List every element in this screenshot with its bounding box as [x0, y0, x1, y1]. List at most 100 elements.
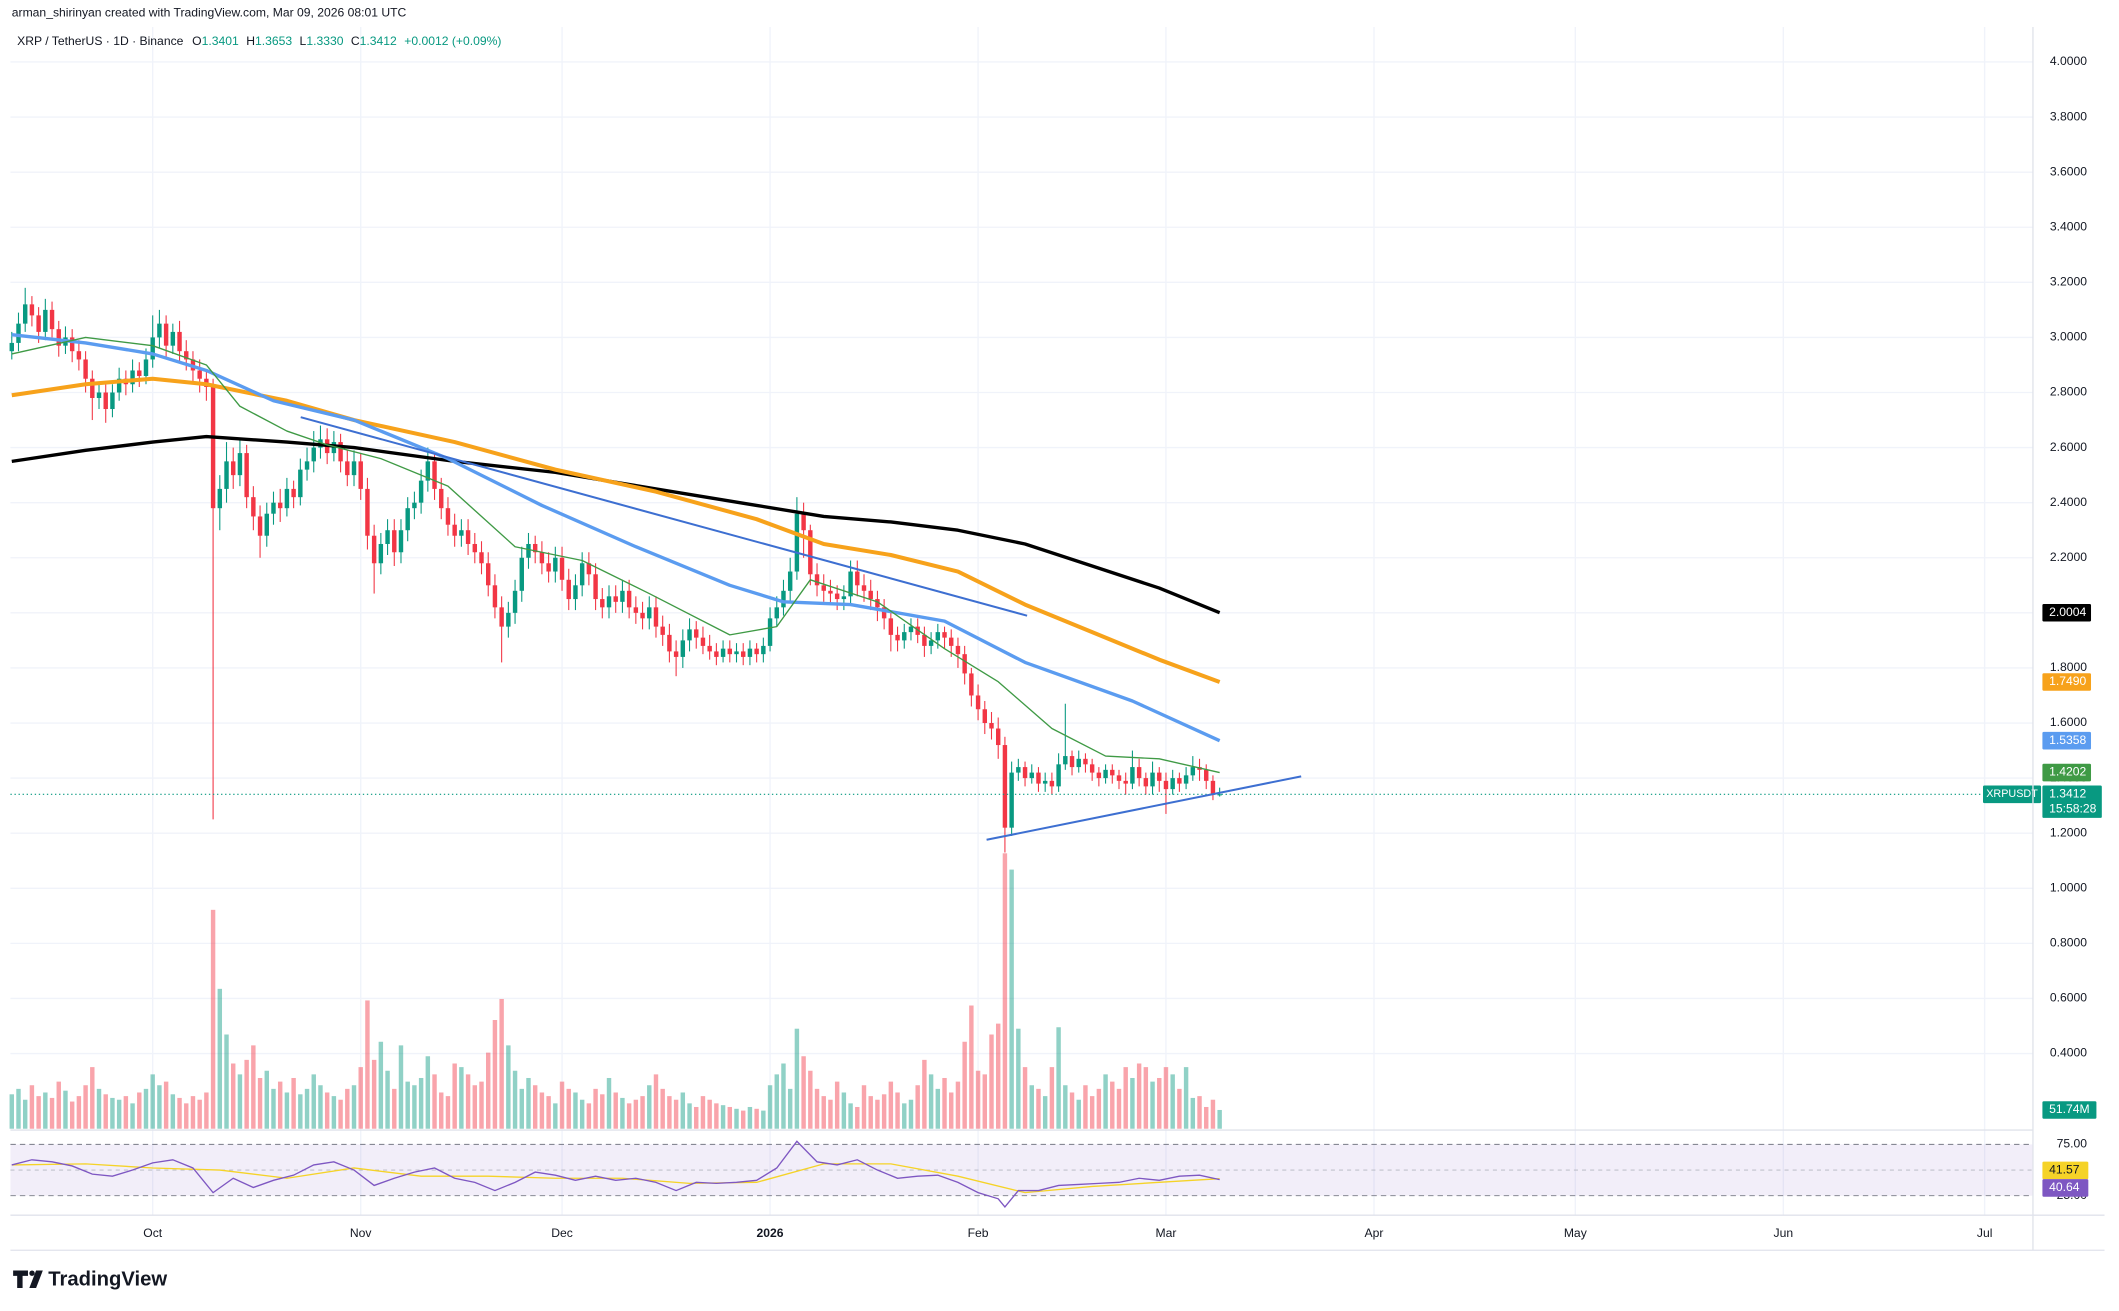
volume-bar [714, 1103, 719, 1129]
candle-body [694, 629, 699, 638]
candle-body [586, 563, 592, 575]
volume-bar [848, 1103, 853, 1129]
volume-bar [720, 1105, 726, 1129]
candle-body [546, 563, 551, 572]
candle-body [170, 331, 176, 346]
logo-text: TradingView [48, 1268, 167, 1290]
candle-body [821, 585, 826, 591]
volume-bar [49, 1097, 55, 1129]
candle-body [49, 309, 55, 330]
volume-bar [311, 1074, 316, 1129]
volume-bar [754, 1108, 759, 1129]
volume-bar [445, 1096, 451, 1129]
candle-body [90, 378, 95, 399]
candle-body [1163, 780, 1169, 790]
volume-bar [814, 1088, 820, 1129]
volume-bar [942, 1077, 947, 1129]
volume-tag: 51.74M [2049, 1102, 2090, 1116]
candle-body [808, 530, 813, 575]
volume-bar [231, 1063, 236, 1129]
candle-body [714, 651, 719, 657]
volume-bar [412, 1085, 417, 1129]
candle-body [660, 626, 665, 635]
candle-body [579, 563, 585, 586]
ohlc-key: H [246, 34, 255, 48]
volume-bar [539, 1092, 545, 1129]
candle-body [1096, 772, 1102, 779]
candle-body [1136, 767, 1142, 779]
candle-body [472, 543, 478, 553]
candle-body [177, 331, 182, 352]
candle-body [814, 574, 820, 586]
candle-body [734, 651, 739, 655]
volume-bar [1009, 869, 1014, 1129]
x-tick-label: May [1564, 1226, 1588, 1240]
rsi-tag-box [2042, 1179, 2089, 1197]
volume-bar [217, 988, 223, 1129]
volume-bar [922, 1059, 927, 1129]
volume-bar [566, 1088, 571, 1129]
candle-body [392, 530, 397, 553]
candle-body [22, 304, 28, 324]
x-tick-label: Dec [551, 1226, 573, 1240]
candle-body [1190, 767, 1196, 776]
volume-bar [459, 1067, 464, 1129]
rsi-ma-tag: 41.57 [2049, 1163, 2080, 1177]
x-tick-label: Oct [143, 1226, 163, 1240]
candle-body [69, 337, 75, 352]
volume-bar [1197, 1096, 1202, 1129]
volume-bar [787, 1088, 793, 1129]
candle-body [512, 590, 518, 613]
symbol-tag-box [1983, 785, 2042, 804]
axis-labels: 0.40000.60000.80001.00001.20001.40001.60… [143, 54, 2102, 1240]
ma-tag-box [2042, 731, 2092, 750]
logo: TradingView [13, 1268, 167, 1290]
volume-bar [452, 1063, 457, 1129]
candle-body [640, 612, 645, 619]
x-tick-label: Feb [968, 1226, 989, 1240]
volume-bar [573, 1092, 578, 1129]
candle-body [56, 329, 61, 346]
candle-body [338, 442, 343, 462]
volume-bar [83, 1085, 88, 1129]
volume-bar [116, 1099, 122, 1129]
change: +0.0012 (+0.09%) [404, 34, 501, 48]
volume-bar [694, 1106, 699, 1129]
volume-bar [398, 1045, 404, 1129]
volume-bar [251, 1045, 256, 1129]
volume-bar [358, 1067, 363, 1129]
volume-bar [969, 1005, 974, 1129]
candle-body [1157, 772, 1162, 781]
volume-bar [378, 1041, 384, 1129]
candle-body [1183, 775, 1189, 784]
candle-body [700, 637, 706, 646]
ohlc-value: 1.3412 [360, 34, 397, 48]
volume-bar [512, 1070, 518, 1129]
volume-bar [506, 1045, 511, 1129]
candle-body [184, 351, 189, 360]
candle-body [237, 453, 243, 476]
candle-body [1029, 772, 1034, 779]
y-tick-label: 1.2000 [2050, 825, 2087, 839]
volume-bar [277, 1081, 283, 1129]
candle-body [949, 637, 954, 646]
volume-bar [96, 1088, 102, 1129]
volume-bar [955, 1081, 961, 1129]
candle-body [647, 607, 652, 619]
volume-bar [1063, 1085, 1068, 1129]
volume-bar [163, 1081, 169, 1129]
volume-bar [291, 1077, 296, 1129]
volume-bar [855, 1106, 860, 1129]
candle-body [962, 654, 967, 674]
candle-body [137, 370, 142, 376]
volume-bar [640, 1096, 645, 1129]
candle-body [244, 453, 249, 498]
volume-bar [888, 1081, 894, 1129]
volume-bar [439, 1092, 444, 1129]
candle-body [673, 651, 679, 657]
candle-body [418, 480, 424, 503]
volume-bar [828, 1099, 833, 1129]
volume-bar [559, 1081, 565, 1129]
candle-body [680, 640, 686, 657]
ma-tag-box [2042, 673, 2092, 691]
